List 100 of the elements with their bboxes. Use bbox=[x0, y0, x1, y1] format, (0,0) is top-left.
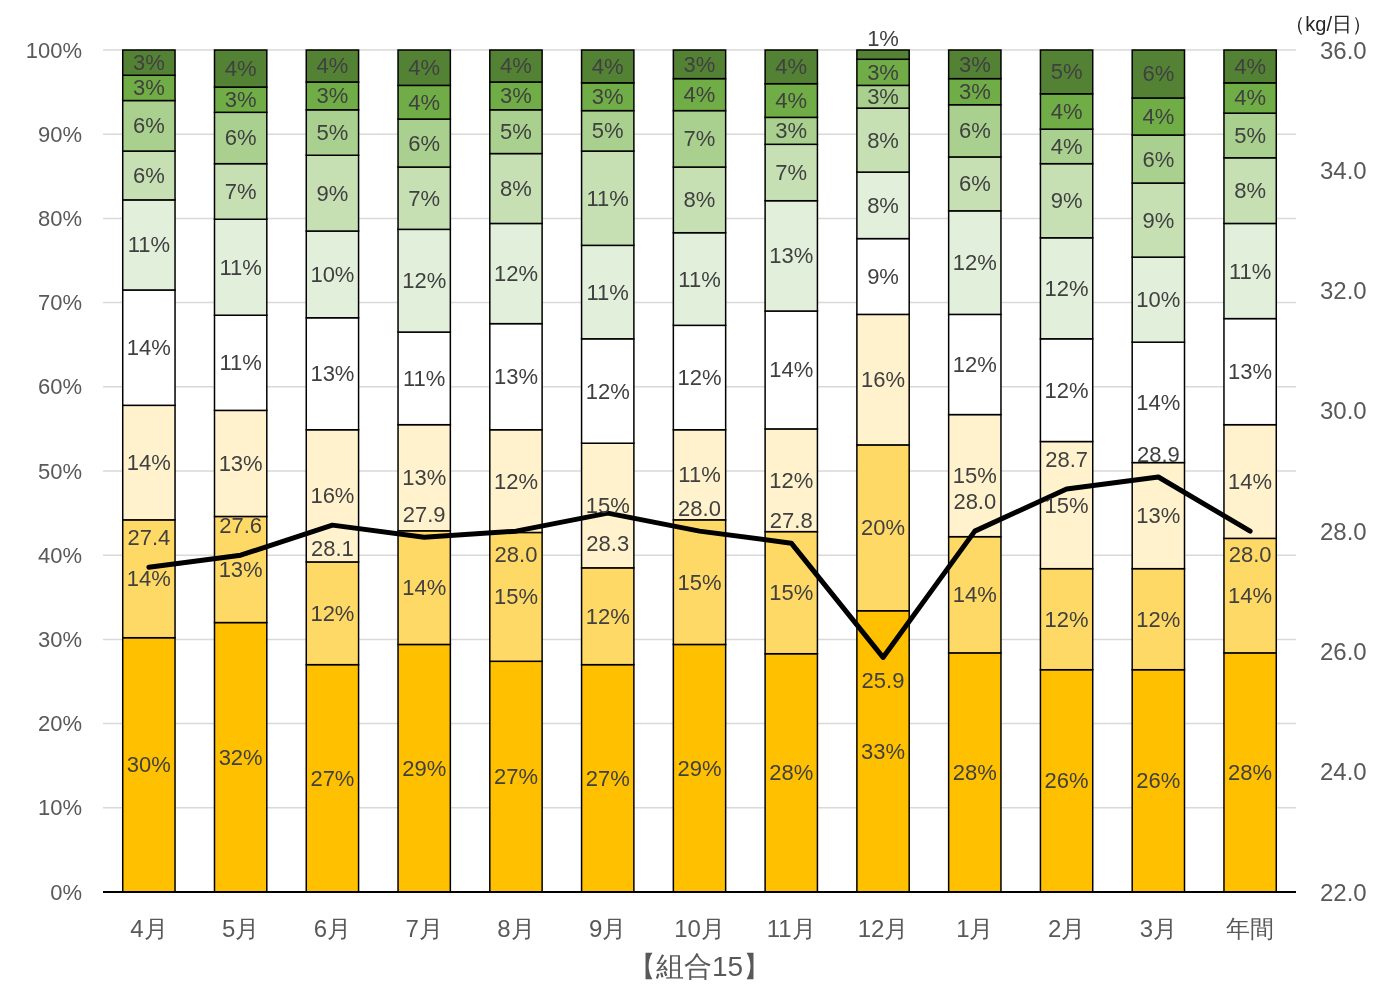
data-label: 3% bbox=[500, 83, 532, 109]
data-label: 4% bbox=[408, 55, 441, 81]
data-label: 5% bbox=[316, 120, 349, 146]
data-label: 3% bbox=[775, 118, 808, 144]
data-label: 14% bbox=[952, 582, 997, 608]
data-label: 27.9 bbox=[402, 501, 446, 527]
y-tick-label: 80% bbox=[37, 205, 82, 231]
y2-tick-label: 26.0 bbox=[1320, 637, 1367, 665]
data-label: 14% bbox=[126, 450, 171, 476]
y-tick-label: 100% bbox=[25, 37, 82, 63]
data-label: 13% bbox=[1228, 359, 1273, 385]
data-label: 30% bbox=[126, 752, 171, 778]
data-label: 12% bbox=[952, 250, 997, 276]
data-label: 8% bbox=[1234, 178, 1267, 204]
data-label: 12% bbox=[1136, 606, 1181, 632]
x-tick-label: 2月 bbox=[1047, 914, 1086, 942]
y-tick-label: 20% bbox=[37, 711, 82, 737]
data-label: 16% bbox=[861, 367, 906, 393]
data-label: 29% bbox=[677, 755, 722, 781]
data-label: 15% bbox=[493, 584, 538, 610]
y2-axis-title: （kg/日） bbox=[1285, 13, 1372, 35]
y-tick-label: 10% bbox=[37, 795, 82, 821]
data-label: 3% bbox=[867, 59, 899, 85]
data-label: 4% bbox=[1050, 133, 1083, 159]
y-tick-label: 30% bbox=[37, 626, 82, 652]
data-label: 13% bbox=[310, 361, 355, 387]
data-label: 11% bbox=[586, 279, 629, 305]
data-label: 14% bbox=[126, 566, 171, 592]
data-label: 9% bbox=[316, 180, 349, 206]
data-label: 3% bbox=[958, 51, 991, 77]
data-label: 11% bbox=[219, 254, 262, 280]
data-label: 4% bbox=[1234, 53, 1267, 79]
data-label: 4% bbox=[408, 89, 441, 115]
data-label: 28% bbox=[769, 760, 814, 786]
data-label: 11% bbox=[678, 266, 721, 292]
x-tick-label: 4月 bbox=[130, 914, 168, 942]
x-tick-label: 5月 bbox=[221, 914, 260, 942]
data-label: 3% bbox=[224, 87, 257, 113]
data-label: 6% bbox=[132, 113, 165, 139]
data-label: 7% bbox=[683, 126, 716, 152]
data-label: 12% bbox=[310, 600, 355, 626]
data-label: 27.6 bbox=[219, 512, 263, 538]
data-label: 4% bbox=[1050, 98, 1083, 124]
data-label: 4% bbox=[316, 53, 349, 79]
data-label: 26% bbox=[1136, 768, 1181, 794]
data-label: 6% bbox=[224, 125, 257, 151]
data-label: 15% bbox=[952, 463, 997, 489]
data-label: 33% bbox=[861, 738, 906, 764]
data-label: 20% bbox=[861, 515, 906, 541]
data-label: 6% bbox=[1142, 61, 1175, 87]
x-tick-label: 11月 bbox=[766, 914, 816, 942]
data-label: 11% bbox=[1228, 258, 1272, 284]
data-label: 14% bbox=[769, 357, 814, 383]
data-label: 5% bbox=[500, 119, 532, 145]
data-label: 8% bbox=[867, 192, 899, 218]
data-label: 14% bbox=[1228, 469, 1273, 495]
data-label: 13% bbox=[402, 465, 447, 491]
x-tick-label: 12月 bbox=[857, 914, 909, 942]
data-label: 5% bbox=[1234, 122, 1267, 148]
data-label: 5% bbox=[591, 118, 624, 144]
y-tick-label: 60% bbox=[37, 374, 82, 400]
data-label: 12% bbox=[585, 603, 630, 629]
data-label: 3% bbox=[958, 79, 991, 105]
data-label: 25.9 bbox=[861, 667, 905, 693]
data-label: 9% bbox=[1050, 188, 1083, 214]
data-label: 32% bbox=[218, 744, 263, 770]
data-label: 26% bbox=[1044, 768, 1089, 794]
data-label: 6% bbox=[132, 162, 165, 188]
data-label: 6% bbox=[958, 118, 991, 144]
data-label: 3% bbox=[867, 84, 899, 110]
x-tick-label: 7月 bbox=[405, 914, 443, 942]
data-label: 4% bbox=[683, 82, 716, 108]
data-label: 28.3 bbox=[586, 530, 630, 556]
data-label: 12% bbox=[769, 467, 814, 493]
data-label: 7% bbox=[224, 178, 257, 204]
y2-tick-label: 30.0 bbox=[1320, 397, 1367, 425]
y2-tick-label: 36.0 bbox=[1320, 36, 1367, 64]
data-label: 8% bbox=[500, 176, 532, 202]
data-label: 9% bbox=[867, 264, 899, 289]
data-label: 15% bbox=[1044, 492, 1089, 518]
data-label: 27% bbox=[585, 765, 630, 791]
data-label: 16% bbox=[310, 483, 355, 509]
y-tick-label: 0% bbox=[50, 879, 82, 905]
data-label: 12% bbox=[585, 378, 630, 404]
data-label: 10% bbox=[1136, 287, 1181, 313]
data-label: 28.9 bbox=[1136, 441, 1180, 467]
data-label: 28.0 bbox=[494, 541, 538, 567]
data-label: 6% bbox=[408, 130, 441, 156]
data-label: 27% bbox=[310, 765, 355, 791]
data-label: 11% bbox=[678, 462, 721, 488]
x-tick-label: 3月 bbox=[1139, 914, 1178, 942]
data-label: 3% bbox=[591, 84, 624, 110]
data-label: 10% bbox=[310, 261, 355, 287]
x-tick-label: 8月 bbox=[497, 914, 535, 942]
data-label: 11% bbox=[586, 185, 629, 211]
data-label: 3% bbox=[683, 51, 716, 77]
data-label: 27.8 bbox=[769, 507, 813, 533]
data-label: 4% bbox=[1234, 85, 1267, 111]
data-label: 11% bbox=[219, 350, 262, 376]
data-label: 4% bbox=[775, 54, 808, 80]
